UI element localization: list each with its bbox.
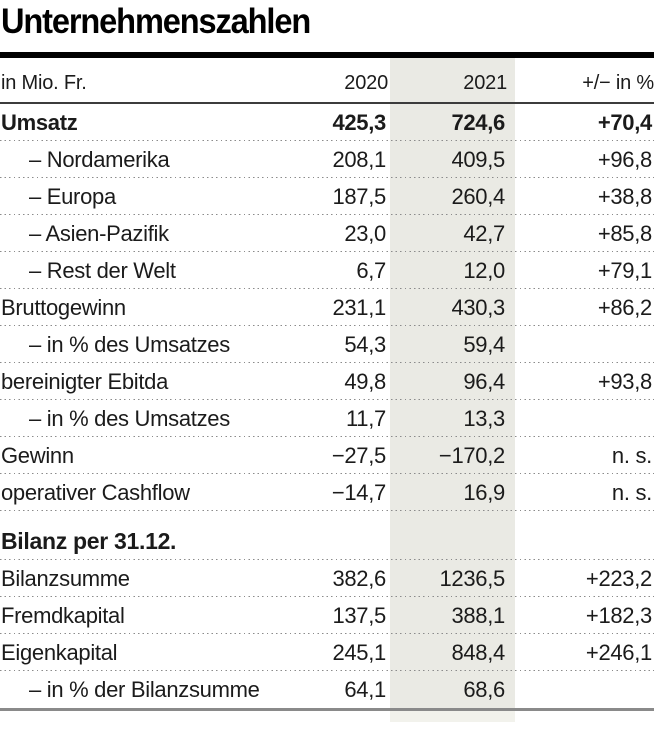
table-row-bruttogewinn-quote: – in % des Umsatzes 54,3 59,4 bbox=[0, 326, 654, 363]
value-2021: 96,4 bbox=[463, 368, 505, 394]
table-row-gewinn: Gewinn −27,5 −170,2 n. s. bbox=[0, 437, 654, 474]
row-label: – Europa bbox=[29, 183, 116, 209]
value-2021: 42,7 bbox=[463, 220, 505, 246]
value-change: n. s. bbox=[611, 479, 652, 505]
value-2020: 49,8 bbox=[344, 368, 386, 394]
value-2021: 12,0 bbox=[463, 257, 505, 283]
figures-table: Umsatz 425,3 724,6 +70,4 – Nordamerika 2… bbox=[0, 104, 654, 708]
row-label: – in % des Umsatzes bbox=[29, 405, 230, 431]
value-2020: 54,3 bbox=[344, 331, 386, 357]
row-label: operativer Cashflow bbox=[1, 479, 190, 505]
table-row-umsatz: Umsatz 425,3 724,6 +70,4 bbox=[0, 104, 654, 141]
row-label: Bilanzsumme bbox=[1, 565, 130, 591]
value-2020: −27,5 bbox=[331, 442, 386, 468]
table-row-nordamerika: – Nordamerika 208,1 409,5 +96,8 bbox=[0, 141, 654, 178]
header-rule bbox=[0, 102, 654, 104]
page-title: Unternehmenszahlen bbox=[1, 2, 311, 41]
column-header-2021: 2021 bbox=[463, 72, 507, 94]
value-2021: 1236,5 bbox=[439, 565, 506, 591]
value-change: n. s. bbox=[611, 442, 652, 468]
table-row-eigenkapital-quote: – in % der Bilanzsumme 64,1 68,6 bbox=[0, 671, 654, 708]
value-change: +38,8 bbox=[597, 183, 652, 209]
value-2020: 6,7 bbox=[356, 257, 386, 283]
row-label: – Rest der Welt bbox=[29, 257, 176, 283]
table-row-fremdkapital: Fremdkapital 137,5 388,1 +182,3 bbox=[0, 597, 654, 634]
row-label: bereinigter Ebitda bbox=[1, 368, 169, 394]
value-change: +182,3 bbox=[585, 602, 652, 628]
row-label: Umsatz bbox=[1, 109, 78, 135]
value-change: +96,8 bbox=[597, 146, 652, 172]
table-row-operativer-cashflow: operativer Cashflow −14,7 16,9 n. s. bbox=[0, 474, 654, 511]
value-2020: 425,3 bbox=[332, 109, 386, 135]
row-label: – Asien-Pazifik bbox=[29, 220, 169, 246]
value-2021: 388,1 bbox=[451, 602, 505, 628]
highlight-column-band bbox=[390, 58, 515, 708]
table-row-bruttogewinn: Bruttogewinn 231,1 430,3 +86,2 bbox=[0, 289, 654, 326]
value-2021: 16,9 bbox=[463, 479, 505, 505]
value-change: +223,2 bbox=[585, 565, 652, 591]
highlight-column-band-extension bbox=[390, 711, 515, 722]
value-2021: 59,4 bbox=[463, 331, 505, 357]
value-change: +85,8 bbox=[597, 220, 652, 246]
row-label: – Nordamerika bbox=[29, 146, 170, 172]
row-label: Gewinn bbox=[1, 442, 74, 468]
value-2021: 848,4 bbox=[451, 639, 505, 665]
section-header-bilanz: Bilanz per 31.12. bbox=[0, 511, 654, 560]
row-label: Bruttogewinn bbox=[1, 294, 126, 320]
section-title: Bilanz per 31.12. bbox=[1, 528, 177, 554]
value-2020: −14,7 bbox=[331, 479, 386, 505]
value-change: +93,8 bbox=[597, 368, 652, 394]
value-2020: 245,1 bbox=[332, 639, 386, 665]
value-2020: 187,5 bbox=[332, 183, 386, 209]
row-label: Fremdkapital bbox=[1, 602, 125, 628]
value-2020: 23,0 bbox=[344, 220, 386, 246]
value-2021: 68,6 bbox=[463, 676, 505, 702]
column-header-unit: in Mio. Fr. bbox=[1, 72, 87, 94]
value-2020: 231,1 bbox=[332, 294, 386, 320]
column-header-2020: 2020 bbox=[344, 72, 388, 94]
column-header-change: +/− in % bbox=[582, 72, 654, 94]
value-2021: −170,2 bbox=[438, 442, 505, 468]
table-row-bilanzsumme: Bilanzsumme 382,6 1236,5 +223,2 bbox=[0, 560, 654, 597]
table-row-ebitda-quote: – in % des Umsatzes 11,7 13,3 bbox=[0, 400, 654, 437]
value-2021: 409,5 bbox=[451, 146, 505, 172]
row-label: – in % der Bilanzsumme bbox=[29, 676, 260, 702]
value-change: +79,1 bbox=[597, 257, 652, 283]
table-row-ebitda: bereinigter Ebitda 49,8 96,4 +93,8 bbox=[0, 363, 654, 400]
value-2021: 724,6 bbox=[451, 109, 505, 135]
row-label: Eigenkapital bbox=[1, 639, 118, 665]
table-row-eigenkapital: Eigenkapital 245,1 848,4 +246,1 bbox=[0, 634, 654, 671]
table-row-asien-pazifik: – Asien-Pazifik 23,0 42,7 +85,8 bbox=[0, 215, 654, 252]
value-2020: 64,1 bbox=[344, 676, 386, 702]
row-label: – in % des Umsatzes bbox=[29, 331, 230, 357]
value-change: +246,1 bbox=[585, 639, 652, 665]
value-2020: 208,1 bbox=[332, 146, 386, 172]
value-2021: 13,3 bbox=[463, 405, 505, 431]
value-2021: 260,4 bbox=[451, 183, 505, 209]
bottom-rule bbox=[0, 708, 654, 711]
value-change: +86,2 bbox=[597, 294, 652, 320]
table-row-rest-der-welt: – Rest der Welt 6,7 12,0 +79,1 bbox=[0, 252, 654, 289]
value-2020: 11,7 bbox=[346, 405, 386, 431]
value-2020: 382,6 bbox=[332, 565, 386, 591]
table-row-europa: – Europa 187,5 260,4 +38,8 bbox=[0, 178, 654, 215]
table-header-row: in Mio. Fr. 2020 2021 +/− in % bbox=[0, 58, 654, 102]
top-rule bbox=[0, 52, 654, 58]
value-2021: 430,3 bbox=[451, 294, 505, 320]
value-2020: 137,5 bbox=[332, 602, 386, 628]
value-change: +70,4 bbox=[597, 109, 652, 135]
